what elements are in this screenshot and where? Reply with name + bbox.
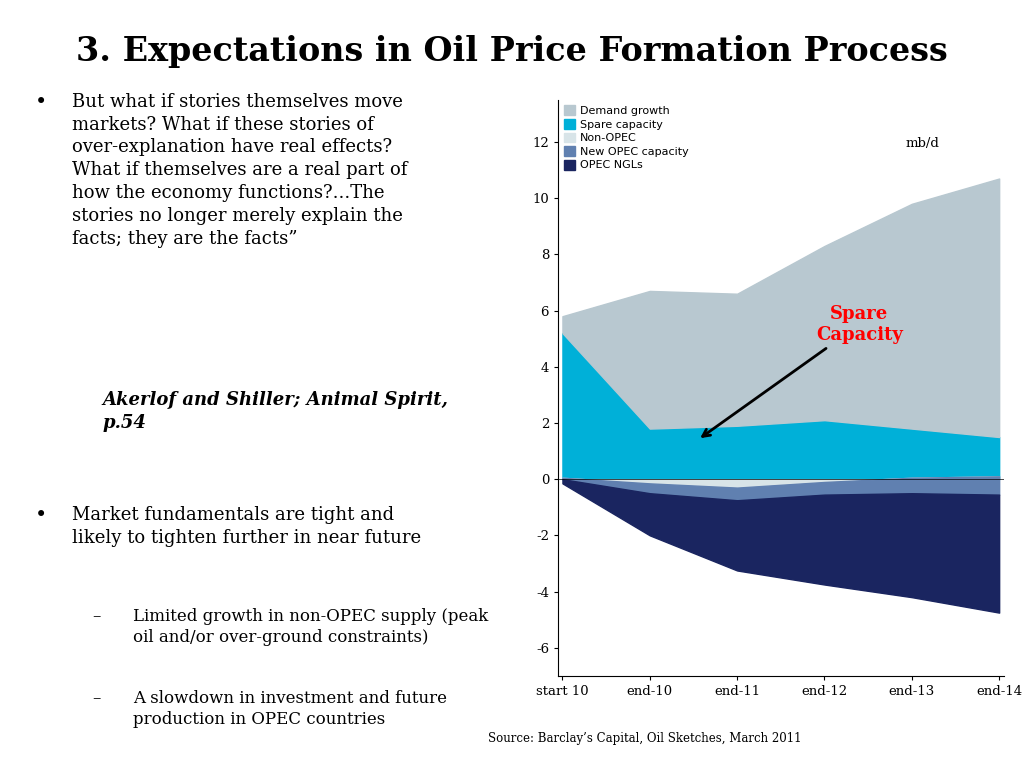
Text: Akerlof and Shiller; Animal Spirit,
p.54: Akerlof and Shiller; Animal Spirit, p.54 xyxy=(102,392,449,432)
Text: •: • xyxy=(35,506,47,525)
Legend: Demand growth, Spare capacity, Non-OPEC, New OPEC capacity, OPEC NGLs: Demand growth, Spare capacity, Non-OPEC,… xyxy=(563,105,689,170)
Text: Market fundamentals are tight and
likely to tighten further in near future: Market fundamentals are tight and likely… xyxy=(72,506,421,548)
Text: 3. Expectations in Oil Price Formation Process: 3. Expectations in Oil Price Formation P… xyxy=(76,35,948,68)
Text: Source: Barclay’s Capital, Oil Sketches, March 2011: Source: Barclay’s Capital, Oil Sketches,… xyxy=(488,732,802,745)
Text: –: – xyxy=(92,608,100,625)
Text: But what if stories themselves move
markets? What if these stories of
over-expla: But what if stories themselves move mark… xyxy=(72,93,408,248)
Text: –: – xyxy=(92,690,100,707)
Text: Spare
Capacity: Spare Capacity xyxy=(702,305,903,436)
Text: Limited growth in non-OPEC supply (peak
oil and/or over-ground constraints): Limited growth in non-OPEC supply (peak … xyxy=(133,608,488,646)
Text: mb/d: mb/d xyxy=(905,137,939,151)
Text: •: • xyxy=(35,93,47,111)
Text: A slowdown in investment and future
production in OPEC countries: A slowdown in investment and future prod… xyxy=(133,690,447,728)
